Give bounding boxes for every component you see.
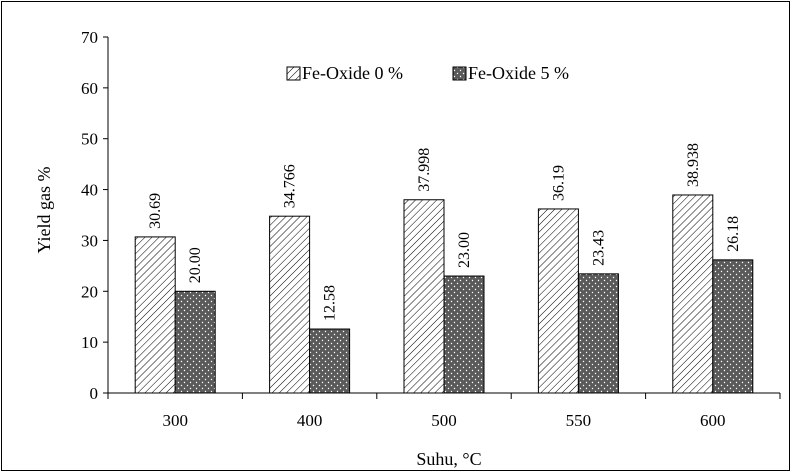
- data-label: 20.00: [187, 247, 204, 283]
- data-label: 37.998: [416, 148, 433, 192]
- data-label: 34.766: [282, 164, 299, 208]
- data-labels-layer: 30.69 34.766 37.998 36.19 38.938 20.00 12.58 23…: [147, 143, 742, 321]
- y-tick-label: 0: [90, 384, 99, 403]
- bar-550-series-0: [537, 208, 579, 394]
- data-label: 38.938: [685, 143, 702, 187]
- legend-swatch-fe-oxide-0: [286, 66, 301, 81]
- data-label: 36.19: [550, 165, 567, 201]
- bar-550-series-1: [577, 273, 619, 394]
- data-label: 26.18: [725, 216, 742, 252]
- data-label: 12.58: [322, 285, 339, 321]
- legend-label-fe-oxide-0: Fe-Oxide 0 %: [302, 63, 403, 83]
- y-tick-label: 50: [81, 130, 98, 149]
- bar-500-series-1: [443, 275, 485, 394]
- legend-label-fe-oxide-5: Fe-Oxide 5 %: [468, 63, 569, 83]
- legend-swatch-fe-oxide-5: [452, 66, 467, 81]
- bar-500-series-0: [403, 199, 445, 394]
- bar-400-series-0: [269, 215, 311, 394]
- bars-layer: [134, 194, 754, 394]
- x-ticks: 300 400 500 550 600: [107, 393, 781, 430]
- x-tick-label: 600: [700, 411, 726, 430]
- bar-600-series-1: [712, 259, 754, 394]
- x-tick-label: 550: [566, 411, 592, 430]
- x-tick-label: 300: [162, 411, 188, 430]
- x-axis-title: Suhu, °C: [416, 449, 481, 469]
- bar-400-series-1: [309, 328, 351, 394]
- legend: Fe-Oxide 0 % Fe-Oxide 5 %: [286, 63, 569, 83]
- y-axis-title: Yield gas %: [34, 167, 54, 254]
- data-label: 23.00: [456, 232, 473, 268]
- data-label: 30.69: [147, 193, 164, 229]
- y-tick-label: 20: [81, 282, 98, 301]
- bar-600-series-0: [672, 194, 714, 394]
- y-ticks: 0 10 20 30 40 50 60 70: [81, 28, 108, 403]
- x-tick-label: 500: [431, 411, 457, 430]
- y-tick-label: 10: [81, 333, 98, 352]
- y-tick-label: 40: [81, 181, 98, 200]
- bar-300-series-1: [174, 290, 216, 394]
- y-tick-label: 70: [81, 28, 98, 47]
- bar-300-series-0: [134, 236, 176, 394]
- y-tick-label: 60: [81, 79, 98, 98]
- x-tick-label: 400: [297, 411, 323, 430]
- data-label: 23.43: [590, 230, 607, 266]
- y-tick-label: 30: [81, 231, 98, 250]
